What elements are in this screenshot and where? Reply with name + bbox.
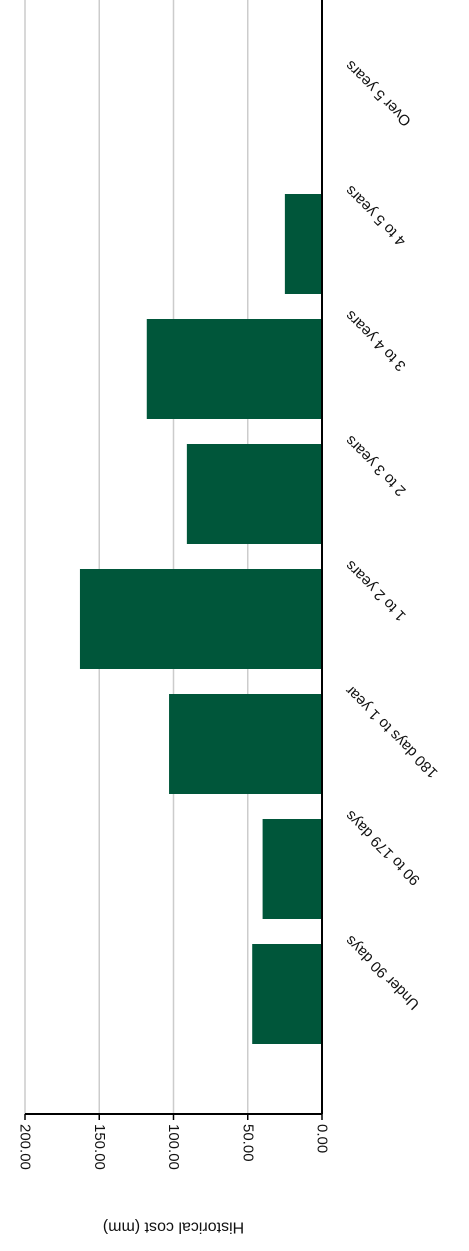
value-axis-title: Historical cost (mm) bbox=[103, 1219, 244, 1236]
category-label: 4 to 5 years bbox=[342, 182, 409, 249]
value-tick-label: 100.00 bbox=[165, 1124, 182, 1170]
bar-5 bbox=[146, 319, 322, 419]
bar-6 bbox=[284, 194, 322, 294]
bar-2 bbox=[169, 694, 322, 794]
bar-3 bbox=[79, 569, 322, 669]
category-label: Over 5 years bbox=[342, 57, 415, 130]
category-label: 90 to 179 days bbox=[342, 807, 424, 889]
bar-0 bbox=[252, 944, 322, 1044]
value-tick-label: 200.00 bbox=[17, 1124, 34, 1170]
bars bbox=[79, 194, 322, 1044]
category-label: 3 to 4 years bbox=[342, 307, 409, 374]
category-labels: Under 90 days 90 to 179 days 180 days to 1… bbox=[342, 57, 441, 1013]
bar-4 bbox=[186, 444, 322, 544]
value-tick-label: 0.00 bbox=[314, 1124, 331, 1153]
category-label: 180 days to 1 year bbox=[342, 682, 441, 781]
category-label: 2 to 3 years bbox=[342, 432, 409, 499]
bar-1 bbox=[262, 819, 322, 919]
category-label: Under 90 days bbox=[342, 932, 423, 1013]
value-tick-label: 50.00 bbox=[239, 1124, 256, 1162]
value-tick-label: 150.00 bbox=[91, 1124, 108, 1170]
value-axis-ticks: 0.00 50.00 100.00 150.00 200.00 bbox=[17, 1114, 331, 1170]
category-label: 1 to 2 years bbox=[342, 557, 409, 624]
gridlines bbox=[24, 0, 249, 1114]
